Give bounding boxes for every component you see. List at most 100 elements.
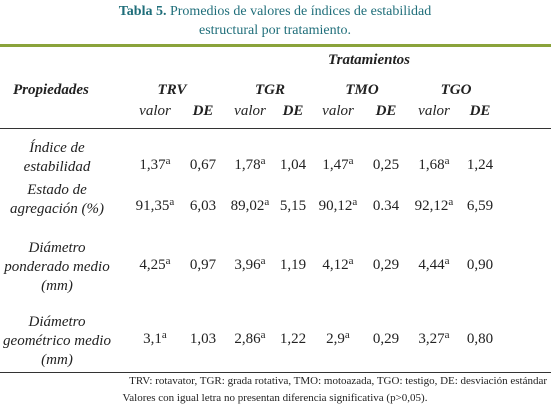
cell: 1,22 bbox=[279, 331, 307, 347]
cell-superscript: a bbox=[165, 255, 171, 267]
cell: 0,29 bbox=[372, 257, 400, 273]
cell-value: 2,86 bbox=[234, 331, 261, 347]
cell-superscript: a bbox=[444, 155, 450, 167]
title-line: Tabla 5. Promedios de valores de índices… bbox=[119, 4, 432, 20]
cell: 89,02a bbox=[230, 196, 270, 215]
cell: 1,47a bbox=[322, 155, 354, 174]
cell: 3,27a bbox=[418, 329, 450, 348]
row-label-line: ponderado medio bbox=[4, 259, 110, 275]
cell-value: 1,37 bbox=[139, 157, 166, 173]
sub-header: valor bbox=[234, 103, 266, 119]
table-label: Tabla 5. bbox=[118, 4, 167, 19]
group-header: Tratamientos bbox=[328, 52, 410, 68]
cell: 1,37a bbox=[139, 155, 171, 174]
cell-value: 2,9 bbox=[326, 331, 345, 347]
cell-value: 4,12 bbox=[322, 257, 349, 273]
cell: 1,24 bbox=[466, 157, 494, 173]
cell-superscript: a bbox=[165, 155, 171, 167]
cell: 3,1a bbox=[143, 329, 167, 348]
cell-superscript: a bbox=[169, 196, 175, 208]
cell-superscript: a bbox=[344, 329, 350, 341]
cell-value: 3,27 bbox=[418, 331, 445, 347]
cell-value: 90,12 bbox=[318, 198, 353, 214]
cell: 4,44a bbox=[418, 255, 450, 274]
row-label: Diámetro ponderado medio (mm) bbox=[4, 239, 109, 296]
cell-value: 92,12 bbox=[414, 198, 449, 214]
cell-superscript: a bbox=[260, 255, 266, 267]
row-label-line: (mm) bbox=[41, 352, 73, 368]
cell-value: 91,35 bbox=[135, 198, 170, 214]
row-label-line: estabilidad bbox=[23, 159, 91, 175]
top-rule bbox=[0, 44, 551, 47]
cell: 5,15 bbox=[279, 198, 307, 214]
cell: 1,19 bbox=[279, 257, 307, 273]
cell: 4,12a bbox=[322, 255, 354, 274]
sub-header: DE bbox=[192, 103, 214, 119]
cell-superscript: a bbox=[348, 255, 354, 267]
cell-superscript: a bbox=[264, 196, 270, 208]
cell-superscript: a bbox=[448, 196, 454, 208]
title-text: estructural por tratamiento. bbox=[199, 23, 351, 38]
row-header: Propiedades bbox=[13, 82, 89, 98]
title-text: Promedios de valores de índices de estab… bbox=[169, 4, 432, 19]
cell-value: 4,25 bbox=[139, 257, 166, 273]
cell: 1,03 bbox=[189, 331, 217, 347]
cell: 1,04 bbox=[279, 157, 307, 173]
cell-superscript: a bbox=[260, 155, 266, 167]
footnote: TRV: rotavator, TGR: grada rotativa, TMO… bbox=[129, 375, 547, 387]
sub-header: DE bbox=[469, 103, 491, 119]
cell: 1,78a bbox=[234, 155, 266, 174]
cell: 0,90 bbox=[466, 257, 494, 273]
treatment-header: TMO bbox=[345, 82, 379, 98]
row-label-line: Índice de bbox=[29, 140, 85, 156]
cell-value: 89,02 bbox=[230, 198, 265, 214]
cell-value: 1,68 bbox=[418, 157, 445, 173]
cell-superscript: a bbox=[444, 255, 450, 267]
row-label: Diámetro geométrico medio (mm) bbox=[3, 313, 111, 370]
cell: 91,35a bbox=[135, 196, 175, 215]
cell-superscript: a bbox=[161, 329, 167, 341]
cell-value: 4,44 bbox=[418, 257, 445, 273]
cell-superscript: a bbox=[444, 329, 450, 341]
cell-value: 3,96 bbox=[234, 257, 261, 273]
sub-header: valor bbox=[322, 103, 354, 119]
row-label-line: Diámetro bbox=[28, 314, 86, 330]
row-label-line: (mm) bbox=[41, 278, 73, 294]
cell-value: 1,47 bbox=[322, 157, 349, 173]
treatment-header: TGR bbox=[255, 82, 285, 98]
sub-header: DE bbox=[375, 103, 397, 119]
cell-superscript: a bbox=[260, 329, 266, 341]
treatment-header: TGO bbox=[440, 82, 472, 98]
cell: 2,9a bbox=[326, 329, 350, 348]
cell: 92,12a bbox=[414, 196, 454, 215]
row-label-line: Diámetro bbox=[28, 240, 86, 256]
cell-superscript: a bbox=[348, 155, 354, 167]
cell-superscript: a bbox=[352, 196, 358, 208]
cell: 0,80 bbox=[466, 331, 494, 347]
cell: 0,25 bbox=[372, 157, 400, 173]
row-label-line: Estado de bbox=[27, 182, 87, 198]
cell: 2,86a bbox=[234, 329, 266, 348]
cell: 1,68a bbox=[418, 155, 450, 174]
cell: 0,67 bbox=[189, 157, 217, 173]
cell: 0.34 bbox=[372, 198, 400, 214]
header-rule bbox=[0, 128, 551, 129]
cell: 3,96a bbox=[234, 255, 266, 274]
bottom-rule bbox=[0, 372, 551, 373]
footnote: Valores con igual letra no presentan dif… bbox=[122, 392, 428, 404]
sub-header: DE bbox=[282, 103, 304, 119]
cell: 6,03 bbox=[189, 198, 217, 214]
row-label: Estado de agregación (%) bbox=[10, 181, 104, 219]
row-label-line: geométrico medio bbox=[3, 333, 111, 349]
cell: 4,25a bbox=[139, 255, 171, 274]
cell: 6,59 bbox=[466, 198, 494, 214]
sub-header: valor bbox=[418, 103, 450, 119]
sub-header: valor bbox=[139, 103, 171, 119]
cell: 90,12a bbox=[318, 196, 358, 215]
cell: 0,29 bbox=[372, 331, 400, 347]
treatment-header: TRV bbox=[157, 82, 187, 98]
cell: 0,97 bbox=[189, 257, 217, 273]
row-label: Índice de estabilidad bbox=[24, 139, 91, 177]
row-label-line: agregación (%) bbox=[10, 201, 104, 217]
